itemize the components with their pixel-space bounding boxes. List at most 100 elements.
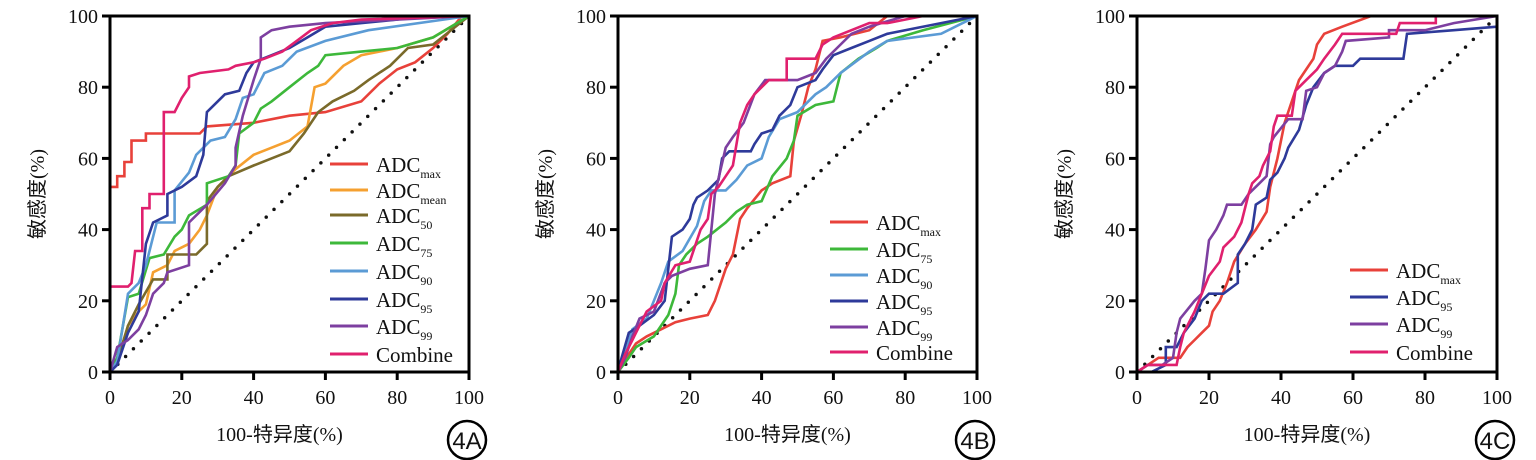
legend-label-main: ADC bbox=[876, 238, 920, 262]
legend-label-subscript: 75 bbox=[420, 246, 432, 260]
y-tick-label: 100 bbox=[576, 6, 606, 28]
chart-panel-4C: 0 20 40 60 80 100 0 20 40 60 80 100 100-特异度(%) 敏感度(%)… bbox=[1053, 6, 1516, 460]
plot-frame bbox=[108, 14, 471, 374]
legend-label-subscript: max bbox=[920, 225, 941, 239]
x-tick-label: 20 bbox=[1199, 387, 1219, 409]
legend-label: ADC99 bbox=[876, 316, 932, 344]
legend-label-main: Combine bbox=[376, 343, 453, 367]
legend-label: ADC50 bbox=[376, 204, 432, 232]
legend-label-main: ADC bbox=[376, 232, 420, 256]
series-line-combine bbox=[1136, 14, 1497, 374]
x-tick-label: 60 bbox=[1343, 387, 1363, 409]
legend-label-subscript: 99 bbox=[420, 329, 432, 343]
reference-diagonal bbox=[1135, 14, 1499, 374]
legend-label: ADC95 bbox=[1396, 286, 1452, 314]
series-line-adc99 bbox=[108, 14, 470, 373]
legend-label-subscript: 99 bbox=[1440, 327, 1452, 341]
x-tick-label: 60 bbox=[823, 387, 843, 409]
y-tick-label: 40 bbox=[78, 220, 98, 242]
legend-label-main: ADC bbox=[1396, 259, 1440, 283]
panel-label: 4B bbox=[960, 428, 989, 455]
x-tick-label: 40 bbox=[244, 387, 264, 409]
y-tick-label: 40 bbox=[1105, 220, 1125, 242]
legend-label: ADCmean bbox=[376, 179, 446, 207]
legend-label: ADC75 bbox=[876, 238, 932, 266]
legend-label-main: ADC bbox=[376, 288, 420, 312]
reference-diagonal bbox=[616, 14, 979, 374]
x-tick-label: 0 bbox=[613, 387, 623, 409]
x-tick-label: 40 bbox=[752, 387, 772, 409]
legend-label: ADCmax bbox=[1396, 259, 1461, 287]
legend-label-subscript: 95 bbox=[420, 302, 432, 316]
legend-label-main: ADC bbox=[1396, 313, 1440, 337]
legend-label-main: Combine bbox=[1396, 341, 1473, 365]
y-tick-label: 80 bbox=[1105, 77, 1125, 99]
series-line-adc95 bbox=[616, 14, 978, 373]
y-axis-title: 敏感度(%) bbox=[1053, 149, 1076, 239]
legend-label-main: ADC bbox=[876, 264, 920, 288]
legend-label: ADCmax bbox=[876, 211, 941, 239]
y-tick-label: 20 bbox=[1105, 291, 1125, 313]
series-line-combine bbox=[108, 14, 470, 372]
legend-label: ADCmax bbox=[376, 153, 441, 181]
y-tick-label: 60 bbox=[78, 148, 98, 170]
x-tick-label: 0 bbox=[1132, 387, 1142, 409]
legend-label-main: ADC bbox=[376, 315, 420, 339]
series-line-adcmax bbox=[616, 14, 977, 373]
x-axis-title: 100-特异度(%) bbox=[724, 423, 851, 446]
legend-label: Combine bbox=[876, 341, 953, 365]
x-tick-label: 0 bbox=[105, 387, 115, 409]
y-tick-label: 100 bbox=[68, 6, 98, 28]
y-tick-label: 60 bbox=[1105, 148, 1125, 170]
y-tick-label: 100 bbox=[1095, 6, 1125, 28]
series-line-adc99 bbox=[616, 14, 977, 373]
plot-frame bbox=[616, 14, 979, 374]
legend-label-subscript: 95 bbox=[920, 304, 932, 318]
legend-label-main: ADC bbox=[376, 204, 420, 228]
y-tick-label: 0 bbox=[596, 362, 606, 384]
panel-label-circle bbox=[1474, 419, 1516, 460]
x-tick-label: 80 bbox=[387, 387, 407, 409]
legend-label: ADC99 bbox=[1396, 313, 1452, 341]
legend-label-subscript: 50 bbox=[420, 218, 432, 232]
y-tick-label: 80 bbox=[586, 77, 606, 99]
chart-panel-4B: 0 20 40 60 80 100 0 20 40 60 80 100 100-特异度(%) 敏感度(%)… bbox=[534, 6, 996, 460]
legend-label: ADC75 bbox=[376, 232, 432, 260]
panel-label-circle bbox=[954, 419, 996, 460]
legend-label: ADC99 bbox=[376, 315, 432, 343]
series-line-adcmax bbox=[1136, 14, 1497, 374]
y-tick-label: 0 bbox=[1115, 362, 1125, 384]
x-tick-label: 80 bbox=[895, 387, 915, 409]
legend-label-subscript: 90 bbox=[420, 274, 432, 288]
legend-label-subscript: 90 bbox=[920, 278, 932, 292]
series-line-adc90 bbox=[616, 14, 978, 373]
legend-label-main: Combine bbox=[876, 341, 953, 365]
x-tick-label: 100 bbox=[454, 387, 484, 409]
panel-label: 4C bbox=[1480, 428, 1511, 455]
legend-label-main: ADC bbox=[876, 290, 920, 314]
series-line-adc99 bbox=[1136, 14, 1498, 374]
x-tick-label: 20 bbox=[172, 387, 192, 409]
x-tick-label: 40 bbox=[1271, 387, 1291, 409]
legend-label-main: ADC bbox=[876, 211, 920, 235]
legend-label-main: ADC bbox=[376, 260, 420, 284]
legend-label-subscript: 75 bbox=[920, 252, 932, 266]
legend-label-main: ADC bbox=[376, 179, 420, 203]
legend-label: Combine bbox=[376, 343, 453, 367]
legend-label: Combine bbox=[1396, 341, 1473, 365]
legend-label-main: ADC bbox=[376, 153, 420, 177]
legend-label-subscript: max bbox=[420, 167, 441, 181]
y-tick-label: 0 bbox=[88, 362, 98, 384]
y-axis-title: 敏感度(%) bbox=[534, 149, 557, 239]
legend-label: ADC95 bbox=[876, 290, 932, 318]
y-tick-label: 60 bbox=[586, 148, 606, 170]
legend-label: ADC90 bbox=[876, 264, 932, 292]
legend-label: ADC95 bbox=[376, 288, 432, 316]
x-tick-label: 60 bbox=[315, 387, 335, 409]
chart-panel-4A: 0 20 40 60 80 100 0 20 40 60 80 100 100-特异度(%) 敏感度(%)… bbox=[26, 6, 488, 460]
legend-label-main: ADC bbox=[1396, 286, 1440, 310]
x-tick-label: 100 bbox=[1482, 387, 1512, 409]
legend-label-subscript: 99 bbox=[920, 330, 932, 344]
x-tick-label: 80 bbox=[1415, 387, 1435, 409]
